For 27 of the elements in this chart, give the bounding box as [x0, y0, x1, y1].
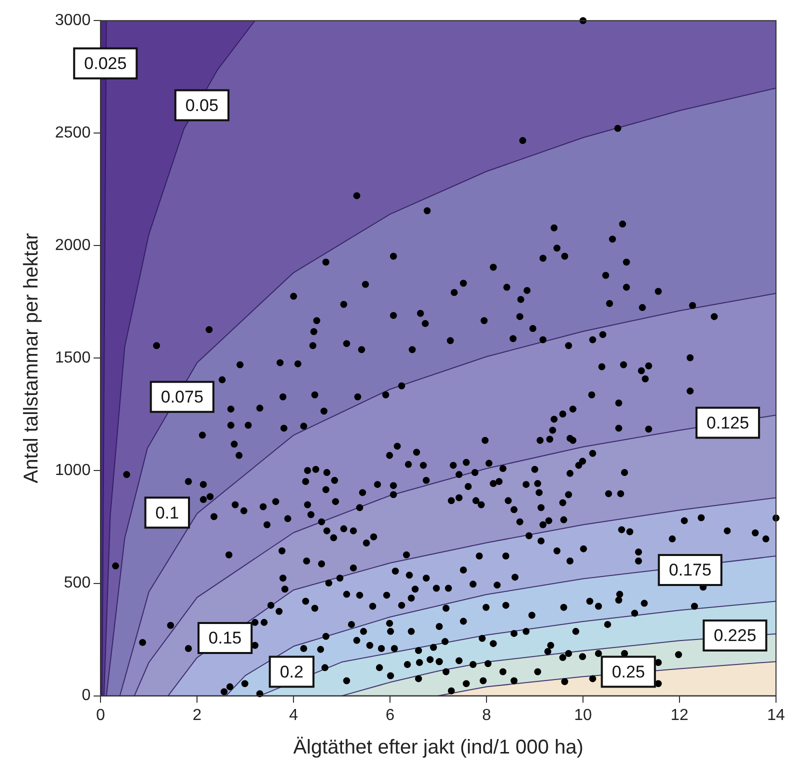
x-tick-label: 4 [289, 706, 298, 724]
annotation: 0.05 [185, 96, 218, 115]
x-tick-label: 6 [386, 706, 395, 724]
y-tick-label: 0 [82, 687, 91, 704]
y-tick-label: 3000 [55, 12, 91, 30]
annotation: 0.1 [155, 503, 179, 522]
annotation: 0.175 [668, 560, 712, 580]
x-tick-label: 8 [482, 706, 492, 724]
y-tick-label: 2500 [55, 124, 91, 142]
y-tick-label: 1500 [55, 350, 91, 367]
x-tick-label: 12 [670, 706, 689, 724]
y-tick-label: 2000 [55, 237, 91, 254]
annotation: 0.075 [160, 388, 204, 407]
y-tick-label: 500 [64, 574, 91, 592]
annotation: 0.225 [714, 626, 756, 646]
x-axis-title: Älgtäthet efter jakt (ind/1 000 ha) [293, 736, 584, 759]
annotation: 0.15 [208, 628, 242, 648]
x-tick-label: 10 [574, 706, 592, 724]
x-tick-label: 14 [767, 706, 785, 724]
annotation: 0.125 [706, 413, 750, 432]
y-tick-label: 1000 [55, 462, 91, 480]
x-tick-label: 2 [192, 706, 202, 724]
annotation: 0.2 [280, 662, 304, 682]
x-tick-label: 0 [96, 706, 106, 724]
y-axis-title: Antal tallstammar per hektar [20, 232, 43, 484]
annotation: 0.25 [612, 662, 645, 682]
annotation: 0.025 [84, 54, 127, 74]
